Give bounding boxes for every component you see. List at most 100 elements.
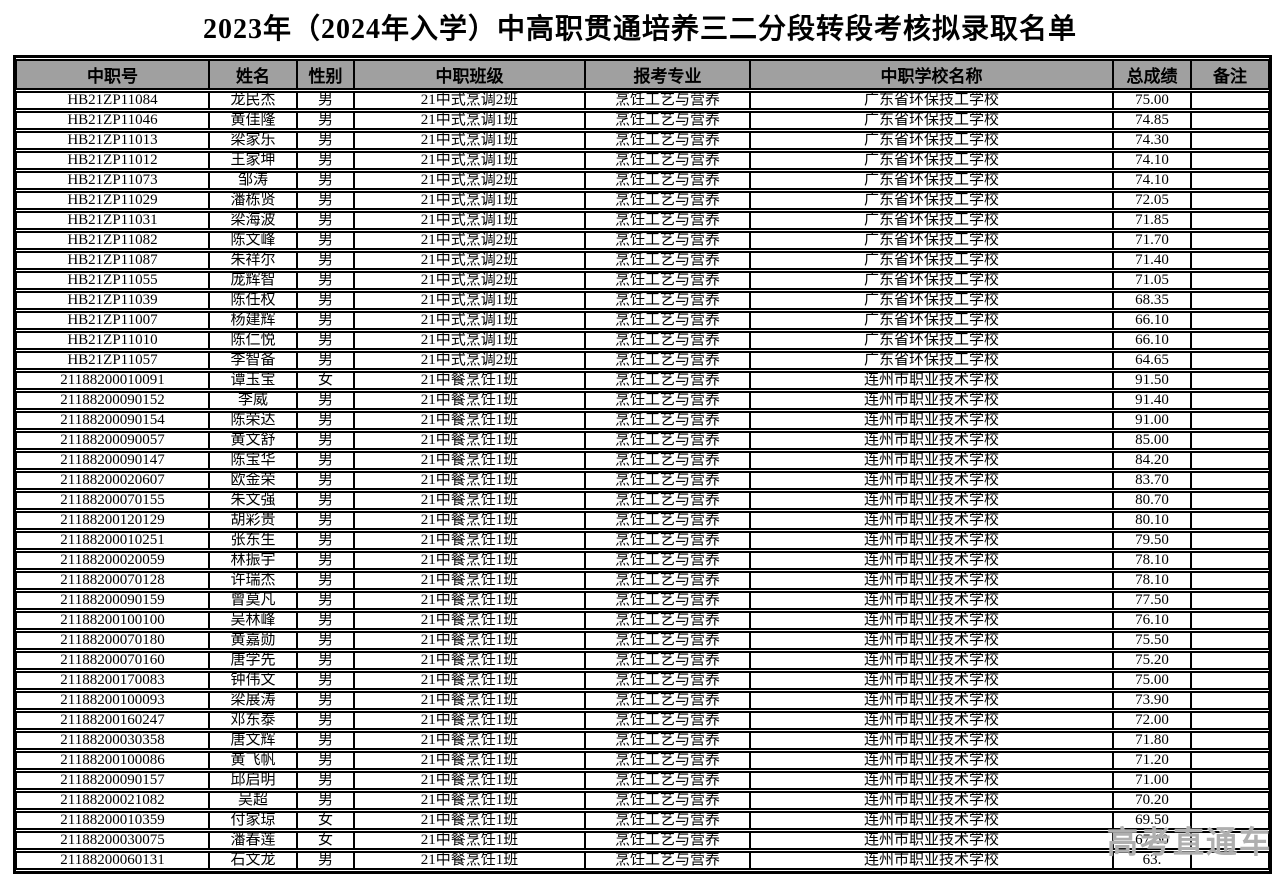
cell-class: 21中式烹调1班: [354, 191, 585, 210]
cell-id: 21188200100100: [16, 611, 209, 630]
cell-name: 梁家乐: [209, 131, 297, 150]
cell-major: 烹饪工艺与营养: [585, 471, 750, 490]
cell-class: 21中餐烹饪1班: [354, 471, 585, 490]
cell-major: 烹饪工艺与营养: [585, 91, 750, 110]
cell-major: 烹饪工艺与营养: [585, 571, 750, 590]
cell-id: HB21ZP11055: [16, 271, 209, 290]
cell-name: 付家琼: [209, 811, 297, 830]
cell-gender: 男: [297, 771, 354, 790]
table-row: 21188200060131 石文龙男 21中餐烹饪1班 烹饪工艺与营养 连州市职业技术…: [16, 851, 1269, 870]
cell-score: 69.50: [1113, 811, 1191, 830]
cell-class: 21中餐烹饪1班: [354, 551, 585, 570]
cell-gender: 女: [297, 811, 354, 830]
cell-note: [1191, 471, 1269, 490]
header-class: 中职班级: [354, 59, 585, 90]
cell-school: 连州市职业技术学校: [750, 451, 1113, 470]
cell-note: [1191, 391, 1269, 410]
cell-gender: 男: [297, 251, 354, 270]
cell-score: 79.50: [1113, 531, 1191, 550]
cell-name: 潘栋贤: [209, 191, 297, 210]
table-row: HB21ZP11010 陈仁悦男 21中式烹调1班 烹饪工艺与营养 广东省环保技工学校 6…: [16, 331, 1269, 350]
cell-gender: 男: [297, 211, 354, 230]
cell-major: 烹饪工艺与营养: [585, 291, 750, 310]
cell-note: [1191, 431, 1269, 450]
cell-id: HB21ZP11046: [16, 111, 209, 130]
cell-class: 21中餐烹饪1班: [354, 371, 585, 390]
cell-major: 烹饪工艺与营养: [585, 331, 750, 350]
cell-school: 连州市职业技术学校: [750, 731, 1113, 750]
cell-id: HB21ZP11012: [16, 151, 209, 170]
cell-name: 王家坤: [209, 151, 297, 170]
cell-class: 21中式烹调2班: [354, 271, 585, 290]
cell-gender: 女: [297, 371, 354, 390]
cell-score: 71.70: [1113, 231, 1191, 250]
table-row: 21188200090154 陈荣达男 21中餐烹饪1班 烹饪工艺与营养 连州市职业技术…: [16, 411, 1269, 430]
cell-school: 广东省环保技工学校: [750, 171, 1113, 190]
cell-note: [1191, 371, 1269, 390]
cell-class: 21中式烹调1班: [354, 331, 585, 350]
cell-name: 胡彩贵: [209, 511, 297, 530]
cell-gender: 男: [297, 711, 354, 730]
cell-school: 连州市职业技术学校: [750, 791, 1113, 810]
header-note: 备注: [1191, 59, 1269, 90]
cell-major: 烹饪工艺与营养: [585, 671, 750, 690]
cell-class: 21中餐烹饪1班: [354, 651, 585, 670]
cell-name: 唐学先: [209, 651, 297, 670]
table-row: 21188200100086 黄飞帆男 21中餐烹饪1班 烹饪工艺与营养 连州市职业技术…: [16, 751, 1269, 770]
table-row: HB21ZP11007 杨建辉男 21中式烹调1班 烹饪工艺与营养 广东省环保技工学校 6…: [16, 311, 1269, 330]
cell-class: 21中餐烹饪1班: [354, 511, 585, 530]
cell-note: [1191, 651, 1269, 670]
cell-major: 烹饪工艺与营养: [585, 751, 750, 770]
cell-score: 83.70: [1113, 471, 1191, 490]
table-header: 中职号 姓名 性别 中职班级 报考专业 中职学校名称 总成绩 备注: [16, 59, 1269, 90]
cell-school: 广东省环保技工学校: [750, 151, 1113, 170]
cell-school: 连州市职业技术学校: [750, 591, 1113, 610]
cell-score: 72.05: [1113, 191, 1191, 210]
cell-id: HB21ZP11073: [16, 171, 209, 190]
admission-table: 中职号 姓名 性别 中职班级 报考专业 中职学校名称 总成绩 备注 HB21ZP…: [13, 55, 1272, 874]
cell-name: 欧金荣: [209, 471, 297, 490]
cell-school: 连州市职业技术学校: [750, 471, 1113, 490]
cell-major: 烹饪工艺与营养: [585, 391, 750, 410]
table-row: HB21ZP11046 黄佳隆男 21中式烹调1班 烹饪工艺与营养 广东省环保技工学校 7…: [16, 111, 1269, 130]
cell-id: 21188200170083: [16, 671, 209, 690]
cell-gender: 男: [297, 471, 354, 490]
cell-id: 21188200070155: [16, 491, 209, 510]
table-row: 21188200030358 唐文辉男 21中餐烹饪1班 烹饪工艺与营养 连州市职业技术…: [16, 731, 1269, 750]
cell-name: 李智备: [209, 351, 297, 370]
cell-major: 烹饪工艺与营养: [585, 531, 750, 550]
cell-id: 21188200030358: [16, 731, 209, 750]
cell-note: [1191, 191, 1269, 210]
cell-id: 21188200010359: [16, 811, 209, 830]
cell-gender: 男: [297, 531, 354, 550]
cell-score: 80.70: [1113, 491, 1191, 510]
cell-name: 黄佳隆: [209, 111, 297, 130]
cell-id: 21188200090157: [16, 771, 209, 790]
cell-major: 烹饪工艺与营养: [585, 131, 750, 150]
cell-score: 71.40: [1113, 251, 1191, 270]
cell-id: HB21ZP11007: [16, 311, 209, 330]
cell-note: [1191, 691, 1269, 710]
cell-major: 烹饪工艺与营养: [585, 591, 750, 610]
table-row: 21188200010359 付家琼女 21中餐烹饪1班 烹饪工艺与营养 连州市职业技术…: [16, 811, 1269, 830]
cell-id: 21188200090152: [16, 391, 209, 410]
cell-note: [1191, 491, 1269, 510]
cell-id: 21188200160247: [16, 711, 209, 730]
table-row: 21188200160247 邓东泰男 21中餐烹饪1班 烹饪工艺与营养 连州市职业技术…: [16, 711, 1269, 730]
cell-name: 邱启明: [209, 771, 297, 790]
cell-score: 80.10: [1113, 511, 1191, 530]
cell-school: 连州市职业技术学校: [750, 431, 1113, 450]
cell-major: 烹饪工艺与营养: [585, 851, 750, 870]
cell-school: 连州市职业技术学校: [750, 551, 1113, 570]
cell-note: [1191, 711, 1269, 730]
cell-name: 谭玉宝: [209, 371, 297, 390]
cell-class: 21中餐烹饪1班: [354, 531, 585, 550]
table-row: 21188200021082 吴超男 21中餐烹饪1班 烹饪工艺与营养 连州市职业技术学…: [16, 791, 1269, 810]
cell-note: [1191, 171, 1269, 190]
cell-id: 21188200070180: [16, 631, 209, 650]
table-row: 21188200020607 欧金荣男 21中餐烹饪1班 烹饪工艺与营养 连州市职业技术…: [16, 471, 1269, 490]
cell-name: 潘春莲: [209, 831, 297, 850]
table-row: 21188200100100 吴林峰男 21中餐烹饪1班 烹饪工艺与营养 连州市职业技术…: [16, 611, 1269, 630]
cell-name: 邹涛: [209, 171, 297, 190]
cell-score: 75.00: [1113, 671, 1191, 690]
